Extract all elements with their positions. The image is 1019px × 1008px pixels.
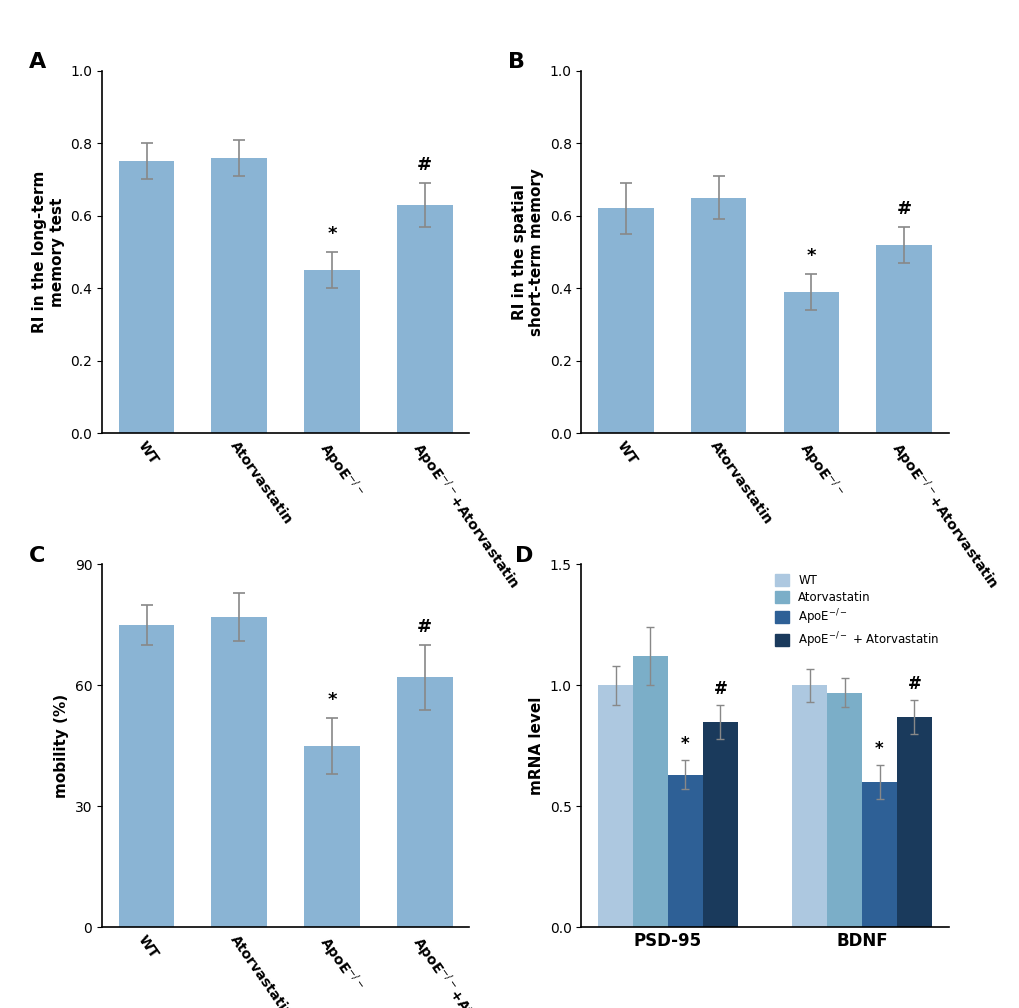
Text: #: # [907,674,920,692]
Text: A: A [29,52,46,73]
Text: *: * [681,735,689,753]
Bar [597,685,633,927]
Text: C: C [29,546,45,566]
Bar [783,292,839,433]
Bar [792,685,826,927]
Bar [875,245,931,433]
Text: *: * [327,225,336,243]
Bar [702,722,737,927]
Bar [118,625,174,927]
Legend: WT, Atorvastatin, ApoE$^{-/-}$, ApoE$^{-/-}$ + Atorvastatin: WT, Atorvastatin, ApoE$^{-/-}$, ApoE$^{-… [770,571,942,653]
Bar [118,161,174,433]
Text: #: # [712,679,727,698]
Y-axis label: RI in the spatial
short-term memory: RI in the spatial short-term memory [512,168,543,336]
Bar [211,157,267,433]
Bar [396,205,452,433]
Bar [861,782,896,927]
Y-axis label: RI in the long-term
memory test: RI in the long-term memory test [33,170,64,334]
Bar [896,717,931,927]
Text: *: * [874,740,882,758]
Bar [304,270,360,433]
Text: B: B [507,52,525,73]
Text: *: * [327,690,336,709]
Bar [211,617,267,927]
Bar [304,746,360,927]
Y-axis label: mRNA level: mRNA level [529,697,543,795]
Text: #: # [896,200,911,218]
Y-axis label: mobility (%): mobility (%) [54,694,69,798]
Bar [633,656,667,927]
Bar [396,677,452,927]
Text: #: # [417,156,432,174]
Bar [597,209,653,433]
Bar [667,775,702,927]
Text: #: # [417,618,432,636]
Bar [690,198,746,433]
Text: D: D [515,546,533,566]
Text: *: * [806,247,815,265]
Bar [826,692,861,927]
